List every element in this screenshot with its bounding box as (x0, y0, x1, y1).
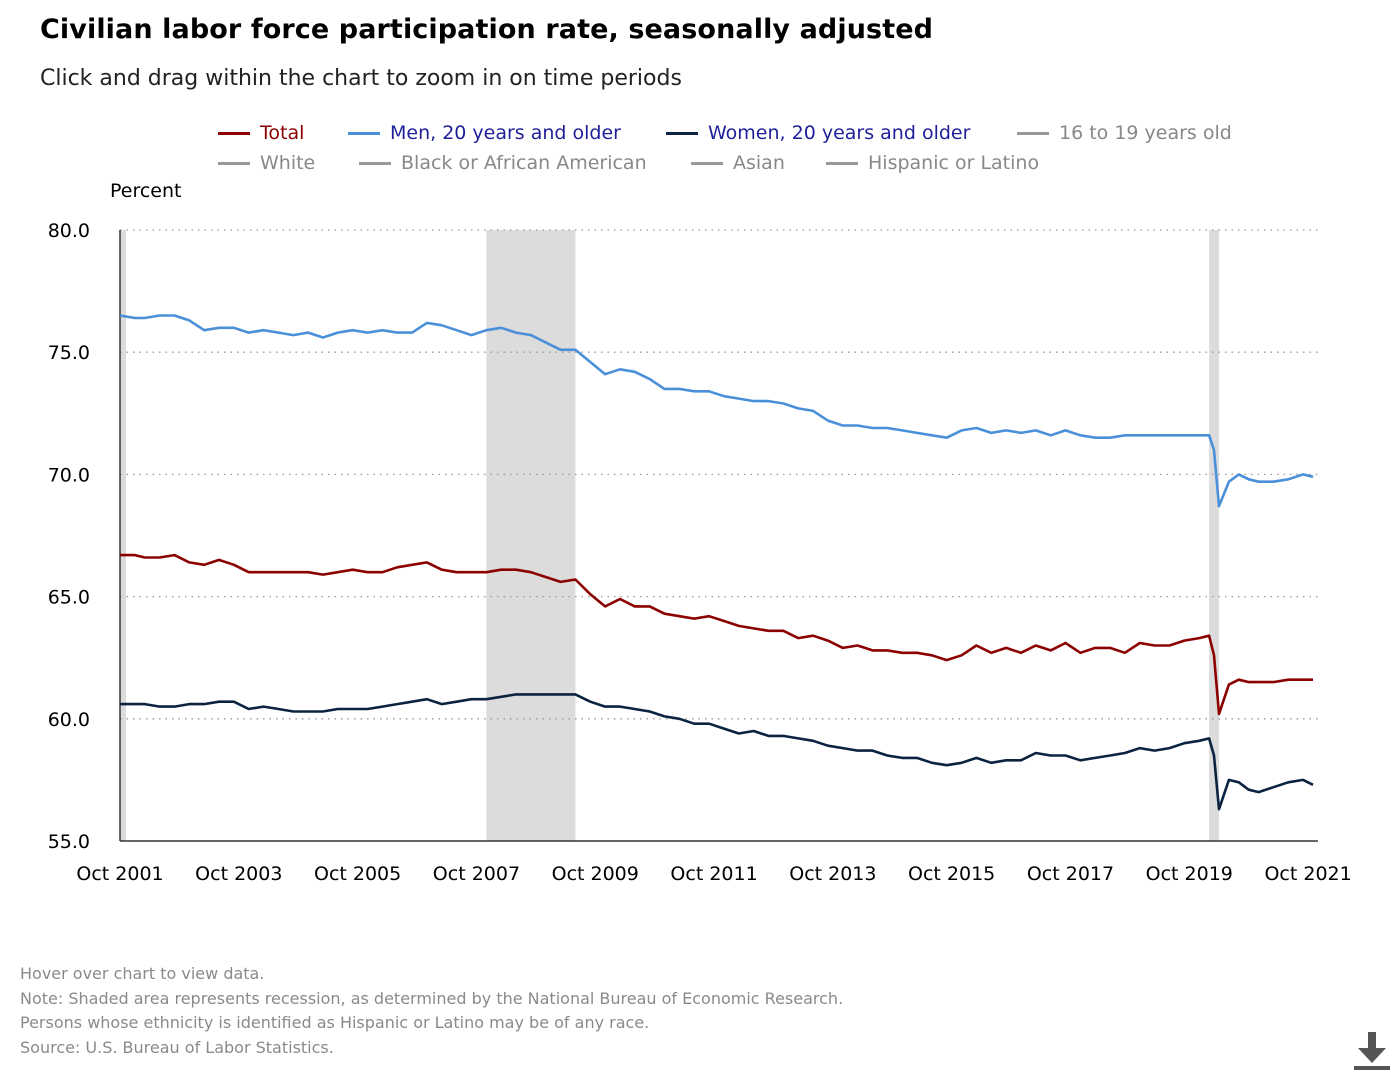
legend-item-asian[interactable]: Asian (691, 152, 785, 174)
legend-swatch (691, 161, 723, 165)
y-tick-label: 60.0 (48, 709, 90, 731)
x-tick-label: Oct 2009 (552, 863, 639, 885)
note-hover: Hover over chart to view data. (20, 964, 265, 983)
x-tick-label: Oct 2013 (789, 863, 876, 885)
note-source: Source: U.S. Bureau of Labor Statistics. (20, 1037, 334, 1057)
chart-title: Civilian labor force participation rate,… (40, 14, 934, 45)
y-tick-label: 65.0 (48, 587, 90, 609)
chart-notes: Hover over chart to view data. Note: Sha… (20, 962, 843, 1060)
legend-label: 16 to 19 years old (1059, 122, 1232, 144)
note-ethnicity: Persons whose ethnicity is identified as… (20, 1013, 650, 1032)
x-tick-label: Oct 2003 (195, 863, 282, 885)
series-line-men-20-years-and-older[interactable] (119, 314, 1314, 508)
chart-subtitle: Click and drag within the chart to zoom … (40, 66, 682, 91)
legend-item-16-19[interactable]: 16 to 19 years old (1017, 122, 1232, 144)
legend-label: Asian (733, 152, 785, 174)
note-recession: Note: Shaded area represents recession, … (20, 988, 844, 1008)
recession-band (120, 230, 126, 841)
x-tick-label: Oct 2005 (314, 863, 401, 885)
download-arrow-icon (1354, 1032, 1390, 1070)
x-tick-label: Oct 2001 (76, 863, 163, 885)
legend-swatch (348, 131, 380, 135)
legend-item-total[interactable]: Total (218, 122, 304, 144)
legend-item-black[interactable]: Black or African American (359, 152, 647, 174)
legend-label: Women, 20 years and older (708, 122, 971, 144)
legend-swatch (218, 131, 250, 135)
legend-swatch (826, 161, 858, 165)
series-line-total[interactable] (120, 553, 1313, 716)
legend-swatch (666, 131, 698, 135)
download-icon[interactable] (1352, 1030, 1392, 1072)
recession-band (486, 230, 576, 841)
y-tick-label: 80.0 (48, 220, 90, 242)
legend-item-women[interactable]: Women, 20 years and older (666, 122, 970, 144)
legend-item-hispanic[interactable]: Hispanic or Latino (826, 152, 1039, 174)
line-chart[interactable]: 55.0 60.0 65.0 70.0 75.0 80.0 Oct 2001 Oct 2003… (0, 0, 1400, 940)
legend-label: Men, 20 years and older (390, 122, 621, 144)
x-tick-label: Oct 2021 (1264, 863, 1351, 885)
y-tick-label: 75.0 (48, 342, 90, 364)
y-tick-label: 55.0 (48, 831, 90, 853)
x-tick-label: Oct 2019 (1146, 863, 1233, 885)
legend-swatch (218, 161, 250, 165)
legend-label: Black or African American (401, 152, 647, 174)
x-tick-label: Oct 2011 (670, 863, 757, 885)
legend-swatch (359, 161, 391, 165)
legend-label: Hispanic or Latino (868, 152, 1040, 174)
legend-item-men[interactable]: Men, 20 years and older (348, 122, 621, 144)
y-tick-label: 70.0 (48, 464, 90, 486)
legend-label: Total (260, 122, 305, 144)
legend-label: White (260, 152, 316, 174)
x-tick-label: Oct 2017 (1027, 863, 1114, 885)
legend-swatch (1017, 131, 1049, 135)
x-tick-label: Oct 2015 (908, 863, 995, 885)
y-axis-title: Percent (110, 180, 182, 202)
x-tick-label: Oct 2007 (433, 863, 520, 885)
legend-item-white[interactable]: White (218, 152, 315, 174)
series-line-women-20-years-and-older[interactable] (120, 693, 1314, 811)
recession-band (1209, 230, 1219, 841)
